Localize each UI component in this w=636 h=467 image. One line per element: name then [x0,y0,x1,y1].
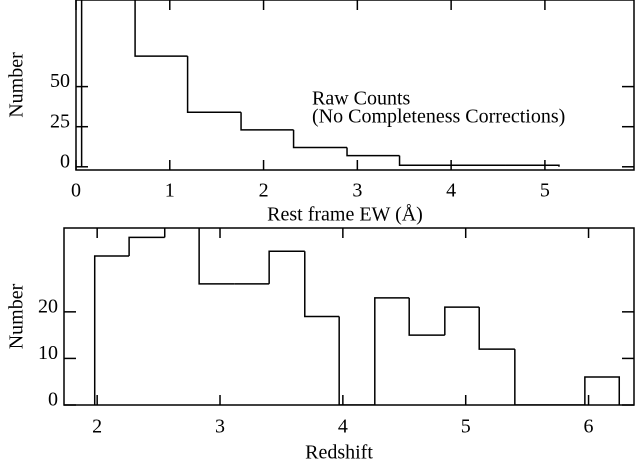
histogram [80,0,560,167]
x-tick-label: 1 [165,180,175,202]
histogram-bin [304,251,340,318]
histogram-bin [444,306,480,336]
histogram-bin [186,56,242,114]
plot-frame [75,0,635,171]
panel: 2 3 4 5 6 0 10 20 Redshift Number [6,227,635,464]
x-axis-label: Redshift [305,442,373,464]
x-tick-label: 3 [352,180,362,202]
annotation: Raw Counts [312,88,411,110]
y-tick-label: 0 [60,150,70,172]
x-tick-label: 2 [92,416,102,438]
histogram-bin [80,0,83,167]
histogram-bin [346,147,400,157]
x-tick-label: 2 [259,180,269,202]
y-tick-label: 25 [50,110,70,132]
y-tick-label: 20 [38,295,58,317]
histogram-bin [505,164,560,167]
y-tick-label: 50 [50,70,70,92]
y-tick-label: 0 [48,389,58,411]
histogram-bin [338,316,375,405]
histogram-bin [93,255,130,405]
histogram [93,228,621,405]
y-axis-label: Number [6,52,28,118]
x-tick-label: 5 [461,416,471,438]
plot-frame [63,227,635,406]
histogram-bin [398,155,454,166]
histogram-bin [514,349,550,405]
histogram-bin [240,112,294,131]
histogram-bin [198,228,235,285]
x-tick-label: 6 [584,416,594,438]
histogram-bin [134,0,188,57]
x-tick-label: 0 [71,180,81,202]
x-tick-label: 3 [215,416,225,438]
histogram-bin [408,297,445,336]
x-tick-label: 5 [540,180,550,202]
histogram-bin [374,297,410,405]
annotation: (No Completeness Corrections) [312,106,565,128]
x-axis-label: Rest frame EW (Å) [267,204,423,226]
histogram-bin [584,376,621,405]
histogram-bin [292,129,348,149]
histogram-bin [128,236,165,256]
x-tick-label: 4 [446,180,456,202]
y-tick-label: 10 [38,342,58,364]
histogram-bin [163,228,166,238]
x-tick-label: 4 [338,416,348,438]
histogram-bin [478,307,515,350]
y-axis-label: Number [6,283,28,349]
histogram-bin [268,250,305,284]
